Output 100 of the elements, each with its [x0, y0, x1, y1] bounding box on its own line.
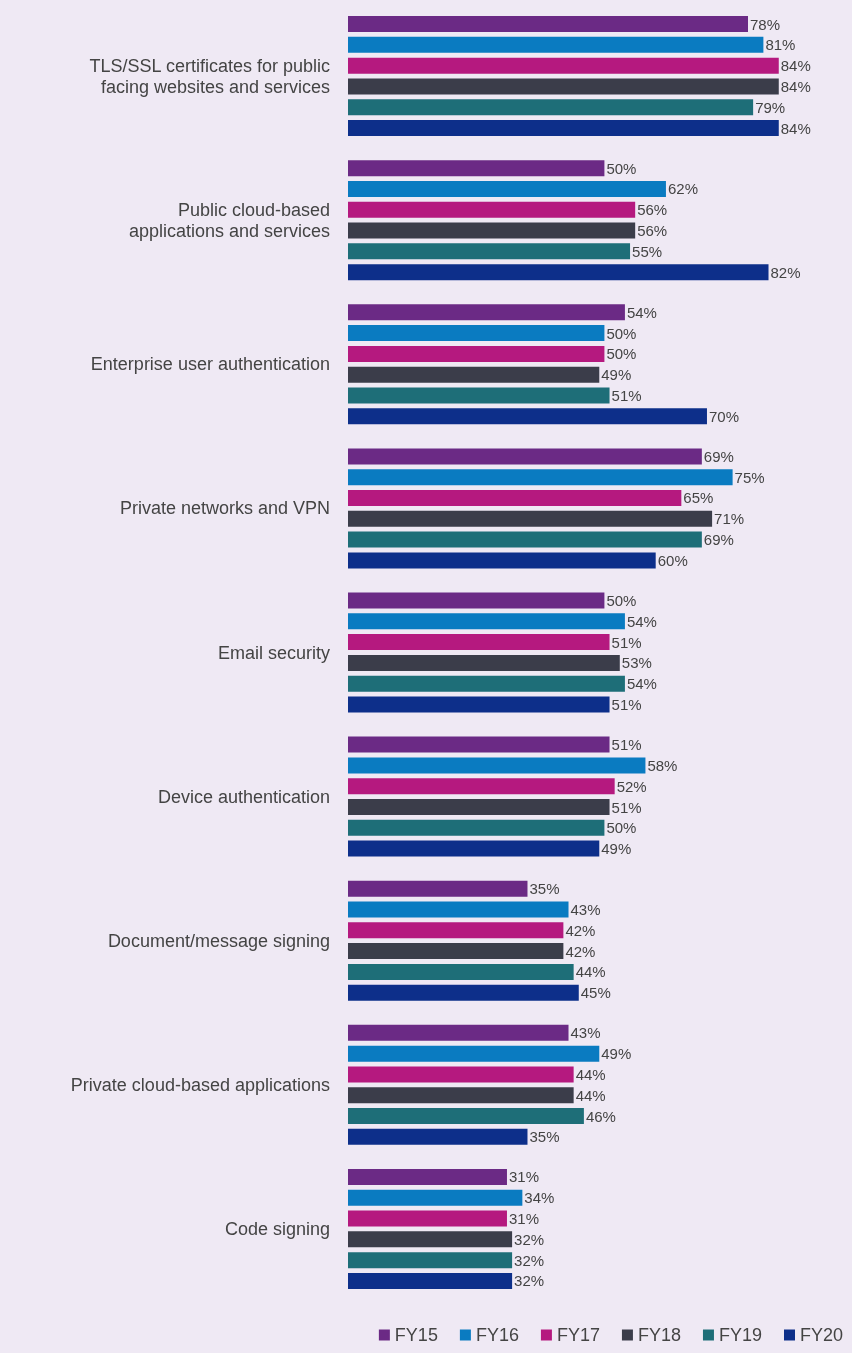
data-label: 81% — [765, 36, 796, 54]
legend-label: FY15 — [394, 1325, 438, 1345]
bar — [348, 408, 707, 425]
bar — [348, 325, 605, 342]
data-label: 49% — [601, 366, 632, 384]
bar — [348, 99, 754, 116]
data-label: 31% — [508, 1210, 540, 1228]
bar — [348, 345, 605, 362]
y-tick-label: TLS/SSL certificates for public facing websites and services — [89, 55, 330, 97]
bar — [348, 1024, 569, 1041]
bar — [348, 120, 779, 137]
bar — [348, 922, 564, 939]
data-label: 49% — [601, 1045, 632, 1063]
legend-label: FY17 — [556, 1325, 600, 1345]
bar — [348, 1066, 574, 1083]
data-label: 50% — [606, 819, 637, 837]
data-label: 69% — [703, 447, 734, 465]
data-label: 56% — [637, 222, 668, 240]
bar — [348, 222, 636, 239]
bar — [348, 510, 713, 527]
data-label: 45% — [580, 984, 611, 1002]
data-label: 32% — [514, 1230, 545, 1248]
data-label: 54% — [626, 612, 657, 630]
bar — [348, 1168, 507, 1185]
bar — [348, 160, 605, 177]
data-label: 65% — [683, 489, 714, 507]
data-label: 53% — [621, 654, 652, 672]
data-label: 50% — [606, 159, 637, 177]
bar — [348, 799, 610, 816]
bar — [348, 201, 636, 218]
bar — [348, 469, 733, 486]
data-label: 54% — [626, 303, 657, 321]
bar — [348, 36, 764, 53]
bar — [348, 757, 646, 774]
bar — [348, 592, 605, 609]
bar — [348, 448, 702, 465]
data-label: 55% — [632, 242, 663, 260]
bar — [348, 366, 600, 383]
data-label: 84% — [780, 77, 811, 95]
data-label: 58% — [647, 756, 678, 774]
data-label: 79% — [755, 98, 786, 116]
bar — [348, 696, 610, 713]
legend-label: FY19 — [718, 1325, 762, 1345]
bar — [348, 531, 702, 548]
data-label: 50% — [606, 324, 637, 342]
y-tick-label: Device authentication — [157, 786, 330, 807]
data-label: 75% — [734, 468, 765, 486]
bar — [348, 489, 682, 506]
legend-label: FY20 — [799, 1325, 844, 1345]
bar — [348, 675, 625, 692]
data-label: 34% — [524, 1189, 555, 1207]
bar — [348, 654, 620, 671]
data-label: 31% — [508, 1168, 540, 1186]
y-tick-label: Private networks and VPN — [119, 498, 330, 519]
data-label: 78% — [750, 15, 781, 33]
data-label: 32% — [514, 1251, 545, 1269]
bar — [348, 243, 631, 260]
data-label: 35% — [529, 880, 560, 898]
bar — [348, 16, 748, 33]
data-label: 49% — [601, 840, 632, 858]
bar — [348, 984, 579, 1001]
data-label: 51% — [611, 736, 642, 754]
bar — [348, 901, 569, 918]
data-label: 60% — [657, 551, 688, 569]
data-label: 35% — [529, 1128, 560, 1146]
bar — [348, 1045, 600, 1062]
data-label: 50% — [606, 345, 637, 363]
data-label: 82% — [770, 263, 801, 281]
data-label: 43% — [570, 1024, 601, 1042]
data-label: 52% — [616, 777, 647, 795]
data-label: 42% — [565, 942, 596, 960]
data-label: 46% — [585, 1107, 616, 1125]
data-label: 43% — [570, 901, 601, 919]
data-label: 54% — [626, 675, 657, 693]
data-label: 32% — [514, 1272, 545, 1290]
bar — [348, 1210, 507, 1227]
data-label: 51% — [611, 386, 642, 404]
data-label: 56% — [637, 201, 668, 219]
bar — [348, 819, 605, 836]
legend-label: FY16 — [475, 1325, 519, 1345]
y-tick-label: Public cloud-based applications and services — [128, 199, 330, 241]
bar — [348, 180, 666, 197]
data-label: 44% — [575, 1065, 606, 1083]
bar — [348, 634, 610, 651]
bar — [348, 736, 610, 753]
bar — [348, 963, 574, 980]
y-tick-label: Enterprise user authentication — [90, 354, 330, 375]
data-label: 84% — [780, 119, 811, 137]
y-tick-label: Document/message signing — [107, 930, 330, 951]
data-label: 50% — [606, 592, 637, 609]
data-label: 44% — [575, 963, 606, 981]
bar — [348, 1252, 513, 1269]
bar — [348, 778, 615, 795]
data-label: 69% — [703, 531, 734, 549]
bar — [348, 840, 600, 857]
y-tick-label: Private cloud-based applications — [70, 1074, 330, 1095]
y-tick-label: Code signing — [224, 1218, 330, 1239]
bar — [348, 1231, 513, 1248]
bar — [348, 613, 625, 630]
data-label: 71% — [714, 510, 745, 528]
